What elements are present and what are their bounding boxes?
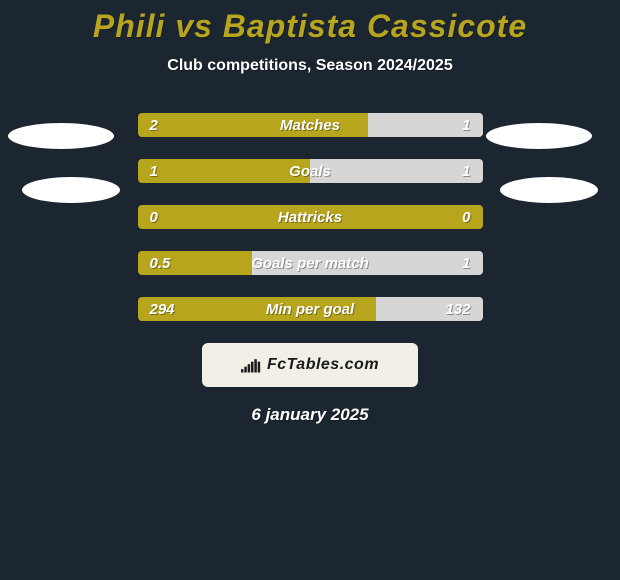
decor-ellipse: [486, 123, 592, 149]
stat-label: Matches: [138, 117, 483, 134]
page-title: Phili vs Baptista Cassicote: [0, 0, 620, 45]
decor-ellipse: [22, 177, 120, 203]
decor-ellipse: [8, 123, 114, 149]
stat-label: Goals: [138, 163, 483, 180]
stat-row: 21Matches: [138, 113, 483, 137]
brand-badge: FcTables.com: [202, 343, 418, 387]
subtitle: Club competitions, Season 2024/2025: [0, 57, 620, 75]
chart-container: Phili vs Baptista Cassicote Club competi…: [0, 0, 620, 580]
stat-label: Min per goal: [138, 301, 483, 318]
stat-row: 0.51Goals per match: [138, 251, 483, 275]
footer-date: 6 january 2025: [0, 405, 620, 425]
stat-label: Hattricks: [138, 209, 483, 226]
bars-icon: [241, 357, 261, 373]
decor-ellipse: [500, 177, 598, 203]
stat-row: 11Goals: [138, 159, 483, 183]
brand-text: FcTables.com: [267, 356, 379, 374]
stat-row: 294132Min per goal: [138, 297, 483, 321]
stat-label: Goals per match: [138, 255, 483, 272]
stat-row: 00Hattricks: [138, 205, 483, 229]
